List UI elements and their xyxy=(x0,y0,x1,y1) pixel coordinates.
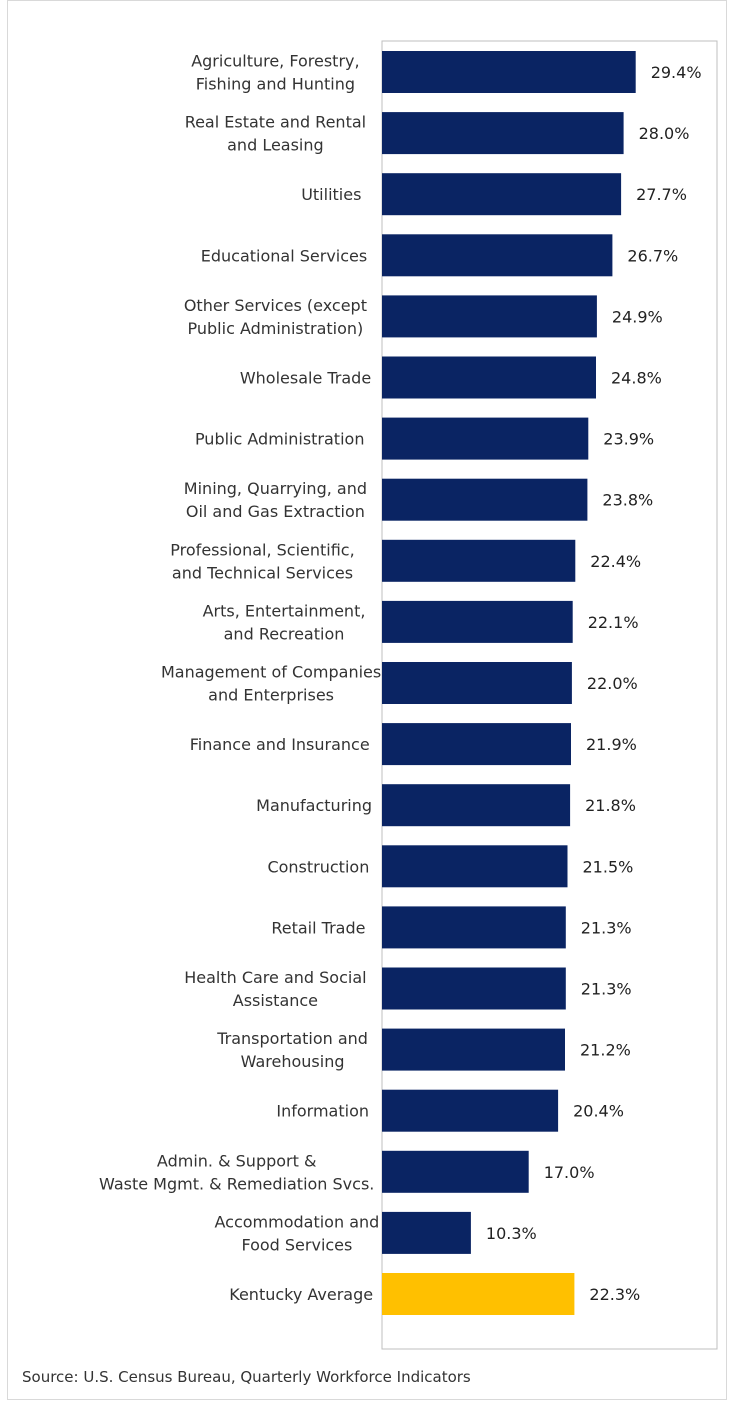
category-label: Mining, Quarrying, and Oil and Gas Extrac… xyxy=(184,479,367,521)
category-label: Admin. & Support & Waste Mgmt. & Remediat… xyxy=(99,1151,374,1193)
category-label: Educational Services xyxy=(201,246,367,265)
data-label: 21.8% xyxy=(585,796,636,815)
data-label: 21.9% xyxy=(586,735,637,754)
category-label: Agriculture, Forestry, Fishing and Huntin… xyxy=(191,52,359,94)
bar xyxy=(382,539,576,582)
bar xyxy=(382,112,624,155)
data-label: 21.3% xyxy=(581,918,632,937)
data-label: 22.3% xyxy=(589,1285,640,1304)
chart-frame: 29.4% Agriculture, Forestry, Fishing and H… xyxy=(7,0,727,1400)
category-label: Finance and Insurance xyxy=(190,735,370,754)
data-label: 22.0% xyxy=(587,674,638,693)
bar xyxy=(382,723,571,766)
bar xyxy=(382,906,566,949)
bar xyxy=(382,1150,529,1193)
bar xyxy=(382,1028,565,1071)
data-label: 24.9% xyxy=(612,307,663,326)
data-label: 27.7% xyxy=(636,185,687,204)
bar xyxy=(382,1211,471,1254)
data-label: 23.9% xyxy=(603,430,654,449)
data-label: 22.4% xyxy=(590,552,641,571)
category-label: Professional, Scientific, and Technical S… xyxy=(170,540,354,582)
category-label: Wholesale Trade xyxy=(240,369,371,388)
category-label: Utilities xyxy=(301,185,361,204)
category-label: Transportation and Warehousing xyxy=(216,1029,368,1071)
data-label: 21.2% xyxy=(580,1041,631,1060)
bar-kentucky-average xyxy=(382,1273,575,1315)
data-label: 24.8% xyxy=(611,369,662,388)
category-label: Public Administration xyxy=(195,430,365,449)
source-note: Source: U.S. Census Bureau, Quarterly Wo… xyxy=(22,1368,471,1386)
bar-chart: 29.4% Agriculture, Forestry, Fishing and H… xyxy=(99,40,718,1350)
bar xyxy=(382,967,566,1010)
category-label: Health Care and Social Assistance xyxy=(184,968,366,1010)
bar xyxy=(382,51,636,93)
data-label: 23.8% xyxy=(602,491,653,510)
data-label: 21.3% xyxy=(581,980,632,999)
bar xyxy=(382,295,597,338)
category-label: Manufacturing xyxy=(256,796,372,815)
data-label: 10.3% xyxy=(486,1224,537,1243)
bar xyxy=(382,784,571,827)
bar xyxy=(382,356,596,399)
bar xyxy=(382,662,572,704)
bar xyxy=(382,845,568,888)
category-label: Construction xyxy=(267,857,369,876)
data-label: 28.0% xyxy=(639,124,690,143)
bar xyxy=(382,234,613,277)
bar xyxy=(382,417,589,460)
data-label: 21.5% xyxy=(583,857,634,876)
bar xyxy=(382,600,573,643)
bar xyxy=(382,478,588,521)
data-label: 17.0% xyxy=(544,1163,595,1182)
bar xyxy=(382,173,622,216)
category-label: Information xyxy=(276,1102,369,1121)
category-label: Management of Companies and Enterprises xyxy=(161,663,381,705)
data-label: 26.7% xyxy=(627,246,678,265)
data-label: 29.4% xyxy=(651,63,702,82)
category-label: Real Estate and Rental and Leasing xyxy=(185,113,366,155)
category-label: Arts, Entertainment, and Recreation xyxy=(203,601,366,643)
data-label: 22.1% xyxy=(588,613,639,632)
category-label: Kentucky Average xyxy=(229,1285,373,1304)
category-label: Accommodation and Food Services xyxy=(214,1212,379,1254)
category-label: Other Services (except Public Administrat… xyxy=(184,296,367,338)
bar xyxy=(382,1089,559,1132)
data-label: 20.4% xyxy=(573,1102,624,1121)
category-label: Retail Trade xyxy=(271,918,365,937)
